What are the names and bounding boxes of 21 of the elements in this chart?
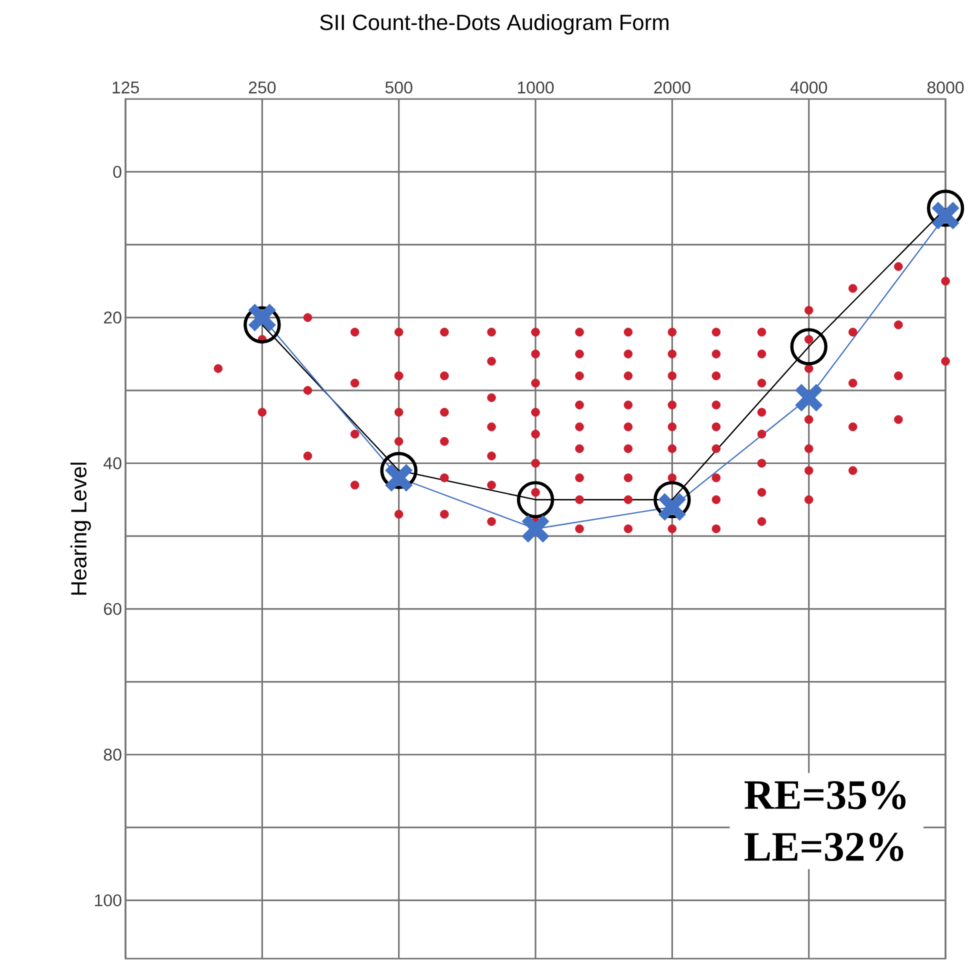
y-tick-label: 60 [104,602,122,615]
x-tick-label: 250 [248,81,276,94]
chart-title: SII Count-the-Dots Audiogram Form [320,14,668,34]
y-tick-label: 80 [104,748,122,761]
point [520,514,551,544]
y-tick-label: 100 [95,894,122,906]
point [790,328,828,366]
x-tick-label: 2000 [654,81,690,94]
x-tick-label: 125 [112,81,139,94]
annotation: RE=35% [744,780,906,810]
point [794,382,824,413]
x-tick-label: 1000 [518,81,554,94]
y-tick-label: 20 [104,312,122,324]
point [516,481,554,518]
annotation: LE=32% [744,832,904,862]
y-tick-label: 0 [113,166,122,178]
x-tick-label: 4000 [790,81,828,94]
x-tick-label: 500 [385,81,412,94]
y-axis-title: Hearing Level [70,462,91,595]
x-tick-label: 8000 [927,81,964,94]
y-tick-label: 40 [104,457,122,470]
